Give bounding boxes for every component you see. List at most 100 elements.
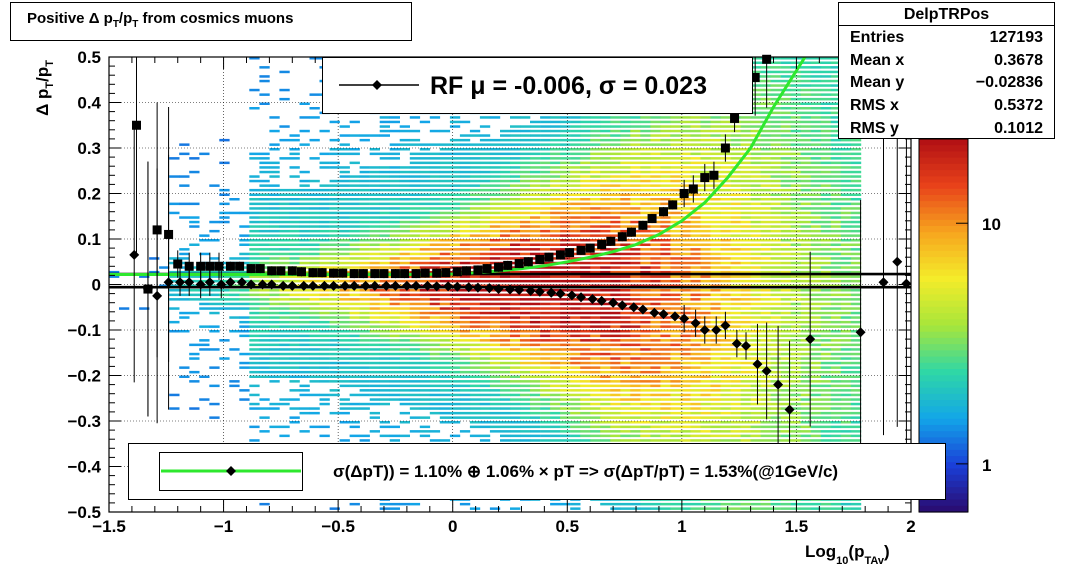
heatmap-cell <box>650 211 661 215</box>
heatmap-cell <box>570 225 581 228</box>
heatmap-cell <box>349 225 360 228</box>
heatmap-cell <box>169 279 180 283</box>
heatmap-cell <box>740 198 751 201</box>
heatmap-cell <box>399 316 410 319</box>
heatmap-cell <box>550 116 561 119</box>
heatmap-cell <box>399 402 410 406</box>
heatmap-cell <box>329 179 340 183</box>
heatmap-cell <box>409 261 421 265</box>
heatmap-cell <box>820 129 832 133</box>
heatmap-cell <box>720 239 731 242</box>
heatmap-cell <box>580 220 591 224</box>
heatmap-cell <box>730 320 741 324</box>
heatmap-cell <box>650 357 661 360</box>
heatmap-cell <box>580 170 591 174</box>
heatmap-cell <box>319 188 330 192</box>
heatmap-cell <box>189 266 200 269</box>
heatmap-cell <box>800 289 811 292</box>
heatmap-cell <box>489 393 501 397</box>
heatmap-cell <box>580 411 591 415</box>
heatmap-cell <box>610 275 621 278</box>
heatmap-cell <box>339 202 350 206</box>
heatmap-cell <box>780 357 791 360</box>
heatmap-cell <box>329 184 340 187</box>
heatmap-cell <box>459 393 471 397</box>
heatmap-cell <box>349 502 360 506</box>
heatmap-cell <box>520 184 531 187</box>
heatmap-cell <box>570 398 581 401</box>
heatmap-cell <box>359 389 370 392</box>
heatmap-cell <box>670 252 681 256</box>
heatmap-cell <box>489 384 501 388</box>
heatmap-cell <box>189 284 200 287</box>
heatmap-cell <box>469 239 481 242</box>
heatmap-cell <box>580 434 591 438</box>
heatmap-cell <box>379 129 390 133</box>
heatmap-cell <box>299 407 310 410</box>
heatmap-cell <box>369 330 380 333</box>
heatmap-cell <box>319 161 330 165</box>
heatmap-cell <box>219 293 230 297</box>
heatmap-cell <box>600 257 611 260</box>
heatmap-cell <box>590 330 601 333</box>
heatmap-cell <box>489 325 501 328</box>
heatmap-cell <box>309 330 320 333</box>
heatmap-cell <box>600 157 611 160</box>
heatmap-cell <box>700 166 711 169</box>
heatmap-cell <box>670 307 681 310</box>
heatmap-cell <box>620 284 631 287</box>
heatmap-cell <box>620 184 631 187</box>
heatmap-cell <box>419 375 431 378</box>
heatmap-cell <box>800 348 811 351</box>
heatmap-cell <box>379 302 390 306</box>
heatmap-cell <box>279 261 290 265</box>
heatmap-cell <box>610 134 621 137</box>
heatmap-cell <box>810 298 822 301</box>
heatmap-cell <box>550 311 561 315</box>
heatmap-cell <box>479 439 491 442</box>
heatmap-cell <box>680 252 691 256</box>
heatmap-cell <box>459 166 471 169</box>
heatmap-cell <box>820 298 832 301</box>
heatmap-cell <box>520 179 531 183</box>
heatmap-cell <box>730 257 741 260</box>
heatmap-cell <box>299 257 310 260</box>
heatmap-cell <box>379 375 390 378</box>
heatmap-cell <box>800 384 811 388</box>
heatmap-cell <box>720 166 731 169</box>
heatmap-cell <box>479 234 491 237</box>
heatmap-cell <box>610 152 621 156</box>
heatmap-cell <box>670 507 681 510</box>
heatmap-cell <box>750 316 761 319</box>
heatmap-cell <box>560 157 571 160</box>
heatmap-cell <box>610 270 621 274</box>
heatmap-cell <box>520 370 531 374</box>
heatmap-cell <box>730 416 741 419</box>
heatmap-cell <box>520 325 531 328</box>
heatmap-cell <box>429 411 441 415</box>
heatmap-cell <box>369 393 380 397</box>
heatmap-cell <box>359 348 370 351</box>
heatmap-cell <box>149 257 160 260</box>
heatmap-cell <box>379 307 390 310</box>
heatmap-cell <box>500 275 511 278</box>
heatmap-cell <box>489 138 501 142</box>
heatmap-cell <box>690 270 701 274</box>
heatmap-cell <box>620 430 631 433</box>
heatmap-cell <box>730 402 741 406</box>
heatmap-cell <box>580 193 591 196</box>
heatmap-cell <box>469 248 481 251</box>
heatmap-cell <box>550 134 561 137</box>
heatmap-cell <box>469 293 481 297</box>
heatmap-cell <box>640 229 651 233</box>
heatmap-cell <box>760 316 771 319</box>
heatmap-cell <box>269 375 280 378</box>
heatmap-cell <box>760 198 771 201</box>
heatmap-cell <box>770 75 781 78</box>
heatmap-cell <box>620 270 631 274</box>
heatmap-cell <box>249 229 260 233</box>
heatmap-cell <box>670 148 681 151</box>
heatmap-cell <box>760 148 771 151</box>
heatmap-cell <box>660 279 671 283</box>
heatmap-cell <box>600 134 611 137</box>
